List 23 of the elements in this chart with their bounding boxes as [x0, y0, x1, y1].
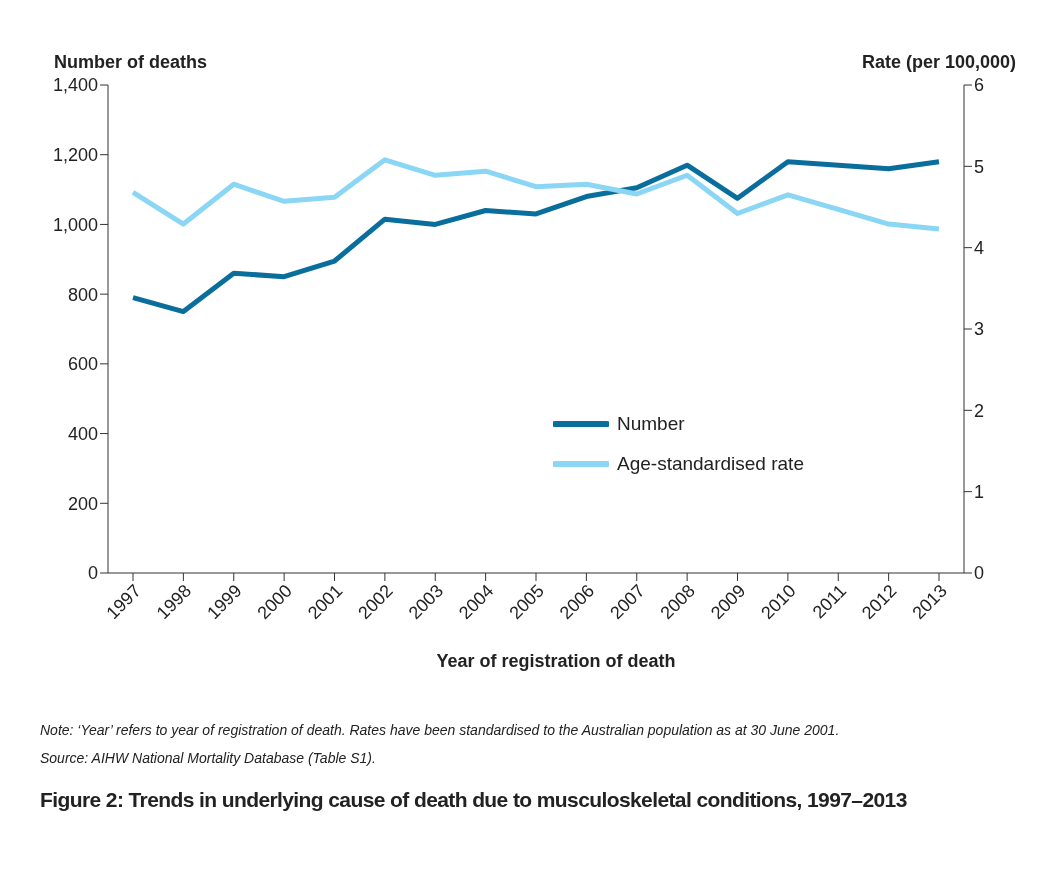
y2-tick-label: 3: [974, 319, 985, 340]
y2-tick-label: 6: [974, 75, 985, 96]
y-tick-label: 600: [67, 354, 98, 375]
y-tick-label: 200: [67, 493, 98, 514]
text: Note: ‘Year’ refers to year of registration of death. Rates have been standardised to the Australian population as at 30 June 2001.: [40, 722, 841, 738]
y-tick-label: 800: [67, 284, 98, 305]
y2-tick-label: 0: [974, 563, 985, 584]
y-tick-label: 1,200: [52, 145, 98, 166]
y-axis-title: Number of deaths: [54, 52, 208, 73]
text: Figure 2: Trends in underlying cause of death due to musculoskeletal conditions, 1997–2013: [39, 788, 908, 812]
y2-tick-label: 2: [974, 400, 985, 421]
legend-label: Number: [617, 413, 685, 435]
y2-tick-label: 1: [974, 482, 985, 503]
y-tick-label: 1,000: [52, 214, 98, 235]
y-tick-label: 400: [67, 423, 98, 444]
y2-tick-label: 4: [974, 238, 985, 259]
y2-tick-label: 5: [974, 156, 985, 177]
x-axis-title: Year of registration of death: [435, 651, 677, 672]
y2-axis-title: Rate (per 100,000): [861, 52, 1016, 73]
legend-label: Age-standardised rate: [617, 453, 804, 475]
y-tick-label: 0: [87, 563, 98, 584]
y-tick-label: 1,400: [52, 75, 98, 96]
source-note: Source: AIHW National Mortality Database (Table S1).: [40, 750, 377, 766]
